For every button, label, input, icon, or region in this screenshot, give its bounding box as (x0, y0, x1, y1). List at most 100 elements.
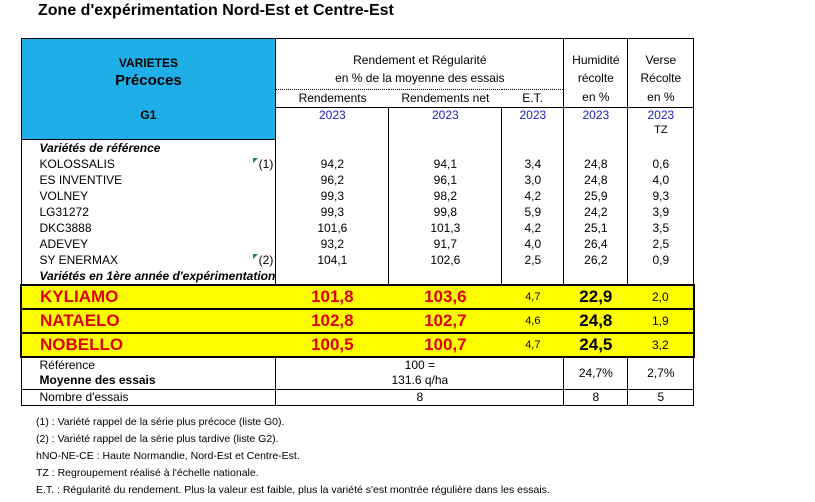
lodging: 3,9 (627, 204, 695, 221)
variety-name: LG31272 (39, 205, 89, 219)
new-variety-row: NOBELLO 100,5 100,7 4,7 24,5 3,2 (20, 331, 695, 358)
humidity: 24,8 (563, 156, 629, 173)
reference-variety-row: ES INVENTIVE 96,2 96,1 3,0 24,8 4,0 (20, 172, 695, 189)
footnote: TZ : Regroupement réalisé à l'échelle na… (36, 467, 259, 479)
humidity: 24,5 (563, 331, 628, 358)
et: 4,2 (501, 220, 565, 237)
net-yield: 103,6 (388, 283, 502, 310)
lodging: 3,5 (627, 220, 695, 237)
yield: 101,6 (275, 220, 390, 237)
year: 2023 (563, 107, 629, 140)
variety-name: ES INVENTIVE (39, 173, 123, 187)
reference-value: 100 = (404, 358, 436, 373)
variety-name-cell: ADEVEY (20, 236, 277, 253)
section-new-varieties: Variétés en 1ère année d'expérimentation (20, 268, 277, 285)
lodging: 1,9 (627, 307, 695, 334)
net-yield: 101,3 (388, 220, 503, 237)
trials-count-lodging: 5 (627, 389, 695, 406)
reference-lodging: 2,7% (627, 356, 695, 390)
results-table: VARIETES Précoces G1 Rendement et Régula… (20, 38, 695, 406)
lodging: 3,2 (627, 331, 695, 358)
lodging: 0,6 (627, 156, 695, 173)
reference-variety-row: LG31272 99,3 99,8 5,9 24,2 3,9 (20, 204, 695, 221)
variety-name: NOBELLO (20, 331, 276, 358)
lodging: 4,0 (627, 172, 695, 189)
reference-variety-row: (1) KOLOSSALIS 94,2 94,1 3,4 24,8 0,6 (20, 156, 695, 173)
lodging: 2,0 (627, 283, 695, 310)
variety-name-cell: (2) SY ENERMAX (20, 252, 277, 269)
comment-flag-icon (252, 158, 258, 163)
humidity: 26,2 (563, 252, 629, 269)
year: 2023 (647, 108, 675, 122)
footnotes: (1) : Variété rappel de la série plus pr… (36, 414, 550, 499)
humidity: 25,1 (563, 220, 629, 237)
variety-name-cell: (1) KOLOSSALIS (20, 156, 277, 173)
et: 4,7 (501, 283, 564, 310)
humidity: 25,9 (563, 188, 629, 205)
et: 4,2 (501, 188, 565, 205)
note-marker: (1) (252, 157, 274, 172)
note-ref: (2) (258, 253, 274, 267)
year: 2023 (275, 107, 390, 140)
et: 4,7 (501, 331, 564, 358)
reference-variety-row: (2) SY ENERMAX 104,1 102,6 2,5 26,2 0,9 (20, 252, 695, 269)
reference-variety-row: DKC3888 101,6 101,3 4,2 25,1 3,5 (20, 220, 695, 237)
footnote: (2) : Variété rappel de la série plus ta… (36, 433, 279, 445)
yield: 94,2 (275, 156, 390, 173)
reference-variety-row: VOLNEY 99,3 98,2 4,2 25,9 9,3 (20, 188, 695, 205)
lodging-line: Récolte (640, 71, 682, 85)
trials-count-humidity: 8 (563, 389, 629, 406)
new-variety-row: NATAELO 102,8 102,7 4,6 24,8 1,9 (20, 307, 695, 334)
reference-value-cell: 100 = 131.6 q/ha (275, 356, 565, 390)
yield: 99,3 (275, 188, 390, 205)
trials-count-yield: 8 (275, 389, 565, 406)
precoces-label: Précoces (115, 71, 182, 89)
lodging: 0,9 (627, 252, 695, 269)
variety-name: KYLIAMO (20, 283, 276, 310)
variety-name: SY ENERMAX (39, 253, 118, 267)
trials-count-label: Nombre d'essais (20, 389, 277, 406)
comment-flag-icon (252, 254, 258, 259)
footnote: E.T. : Régularité du rendement. Plus la … (36, 484, 550, 496)
note-marker: (2) (252, 253, 274, 268)
humidity: 26,4 (563, 236, 629, 253)
page-title: Zone d'expérimentation Nord-Est et Centr… (38, 2, 394, 19)
net-yield: 102,6 (388, 252, 503, 269)
net-yield: 100,7 (388, 331, 502, 358)
footnote: hNO-NE-CE : Haute Normandie, Nord-Est et… (36, 450, 300, 462)
yield: 104,1 (275, 252, 390, 269)
mean-trials-label: Moyenne des essais (39, 373, 156, 388)
reference-humidity: 24,7% (563, 356, 629, 390)
variety-name: ADEVEY (39, 237, 89, 251)
varieties-header-cell: VARIETES Précoces G1 (20, 38, 277, 140)
net-yield: 96,1 (388, 172, 503, 189)
variety-name-cell: ES INVENTIVE (20, 172, 277, 189)
year: 2023 (501, 107, 565, 140)
yield: 102,8 (275, 307, 389, 334)
note-ref: (1) (258, 157, 274, 171)
group-label: G1 (140, 107, 157, 122)
yield: 96,2 (275, 172, 390, 189)
net-yield: 98,2 (388, 188, 503, 205)
yield-title: Rendement et Régularité (353, 52, 487, 67)
varietes-label: VARIETES (118, 55, 178, 70)
variety-name: DKC3888 (39, 221, 92, 235)
et: 3,4 (501, 156, 565, 173)
et: 3,0 (501, 172, 565, 189)
lodging-line: Verse (645, 53, 677, 67)
reference-variety-row: ADEVEY 93,2 91,7 4,0 26,4 2,5 (20, 236, 695, 253)
lodging-header: Verse Récolte en % (627, 38, 695, 108)
variety-name-cell: DKC3888 (20, 220, 277, 237)
net-yield: 99,8 (388, 204, 503, 221)
humidity: 24,8 (563, 307, 628, 334)
variety-name-cell: VOLNEY (20, 188, 277, 205)
col-rendements-net: Rendements net (388, 89, 502, 109)
footnote: (1) : Variété rappel de la série plus pr… (36, 416, 285, 428)
lodging-line: en % (647, 90, 675, 104)
section-reference: Variétés de référence (20, 139, 277, 157)
variety-name: KOLOSSALIS (39, 157, 115, 171)
yield: 101,8 (275, 283, 389, 310)
yield: 93,2 (275, 236, 390, 253)
yield-subtitle: en % de la moyenne des essais (335, 70, 505, 85)
tz-label: TZ (654, 124, 668, 136)
